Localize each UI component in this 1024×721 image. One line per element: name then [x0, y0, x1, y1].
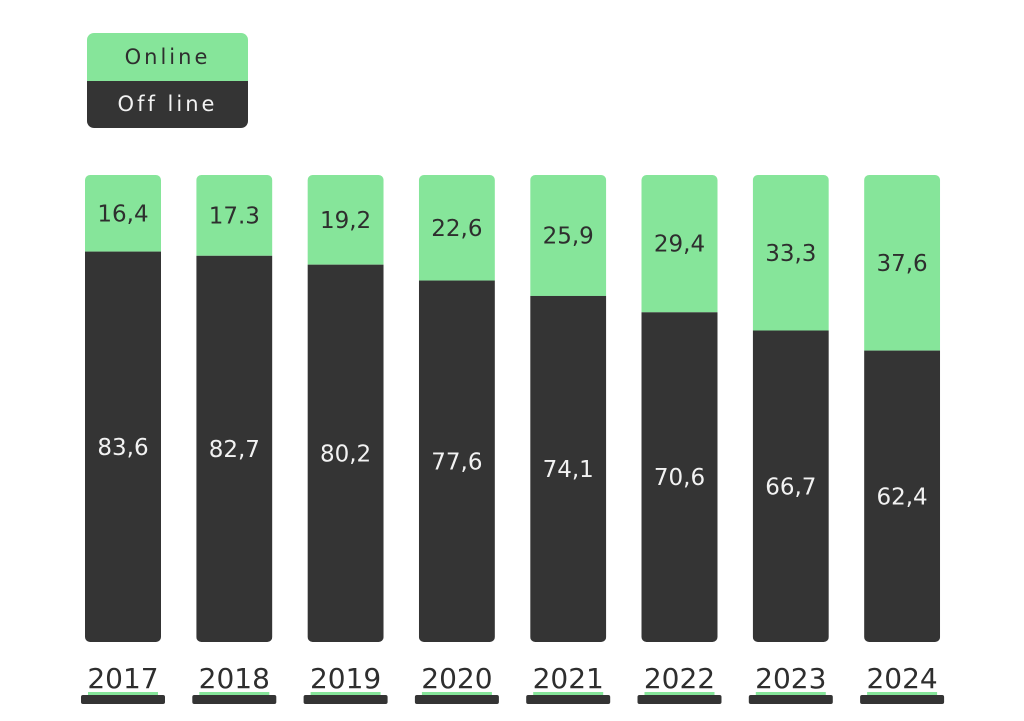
chart-legend: Online Off line — [87, 33, 248, 128]
bar-online-2022 — [641, 175, 718, 313]
bar-offline-2023 — [752, 330, 829, 642]
data-label-offline-2023: 66,7 — [765, 474, 816, 500]
base-marker-2018 — [192, 695, 277, 704]
base-accent-2019 — [310, 692, 381, 695]
bar-online-2018 — [196, 175, 273, 256]
bar-online-2017 — [85, 175, 161, 252]
base-marker-2021 — [526, 695, 611, 704]
bar-offline-2024 — [864, 350, 941, 642]
data-label-offline-2020: 77,6 — [431, 449, 482, 475]
base-accent-2023 — [755, 692, 826, 695]
x-tick-label-2019: 2019 — [310, 662, 381, 695]
bar-online-2023 — [752, 175, 829, 331]
bar-group-2024 — [864, 175, 941, 642]
data-label-online-2021: 25,9 — [543, 223, 594, 249]
bar-group-2018 — [196, 175, 273, 642]
data-label-online-2022: 29,4 — [654, 232, 705, 258]
base-accent-2022 — [644, 692, 715, 695]
x-tick-label-2018: 2018 — [199, 662, 270, 695]
bar-offline-2021 — [530, 295, 607, 642]
bar-online-2020 — [418, 175, 495, 281]
data-label-online-2018: 17.3 — [209, 203, 260, 229]
legend-offline: Off line — [87, 80, 248, 128]
legend-online-label: Online — [124, 44, 211, 69]
base-marker-2023 — [748, 695, 833, 704]
bar-group-2023 — [752, 175, 829, 642]
base-accent-2024 — [867, 692, 938, 695]
base-accent-2020 — [421, 692, 492, 695]
bar-group-2021 — [530, 175, 607, 642]
bar-offline-2018 — [196, 255, 273, 642]
data-label-offline-2022: 70,6 — [654, 465, 705, 491]
base-marker-2020 — [414, 695, 499, 704]
data-label-online-2019: 19,2 — [320, 208, 371, 234]
x-tick-label-2021: 2021 — [533, 662, 604, 695]
bar-online-2019 — [307, 175, 384, 265]
base-marker-2017 — [81, 695, 165, 704]
data-label-online-2020: 22,6 — [431, 216, 482, 242]
base-accent-2021 — [533, 692, 604, 695]
bar-offline-2020 — [418, 280, 495, 642]
bar-offline-2017 — [85, 251, 161, 642]
base-marker-2022 — [637, 695, 722, 704]
base-accent-2018 — [199, 692, 270, 695]
bar-online-2021 — [530, 175, 607, 296]
bar-group-2020 — [418, 175, 495, 642]
data-label-offline-2017: 83,6 — [97, 435, 148, 461]
bar-offline-2019 — [307, 264, 384, 642]
data-label-offline-2021: 74,1 — [543, 457, 594, 483]
bar-group-2019 — [307, 175, 384, 642]
bar-group-2017 — [85, 175, 161, 642]
data-label-online-2017: 16,4 — [97, 201, 148, 227]
bar-group-2022 — [641, 175, 718, 642]
bar-offline-2022 — [641, 312, 718, 642]
bar-online-2024 — [864, 175, 941, 351]
data-label-offline-2019: 80,2 — [320, 441, 371, 467]
base-marker-2019 — [303, 695, 388, 704]
data-label-offline-2024: 62,4 — [876, 484, 927, 510]
legend-online: Online — [87, 33, 248, 81]
x-tick-label-2023: 2023 — [755, 662, 826, 695]
x-tick-label-2024: 2024 — [866, 662, 937, 695]
data-label-online-2024: 37,6 — [876, 251, 927, 277]
data-label-online-2023: 33,3 — [765, 241, 816, 267]
base-accent-2017 — [88, 692, 158, 695]
legend-offline-label: Off line — [117, 92, 218, 117]
data-label-offline-2018: 82,7 — [209, 437, 260, 463]
x-tick-label-2017: 2017 — [87, 662, 158, 695]
base-marker-2024 — [860, 695, 945, 704]
x-tick-label-2022: 2022 — [644, 662, 715, 695]
x-tick-label-2020: 2020 — [421, 662, 492, 695]
